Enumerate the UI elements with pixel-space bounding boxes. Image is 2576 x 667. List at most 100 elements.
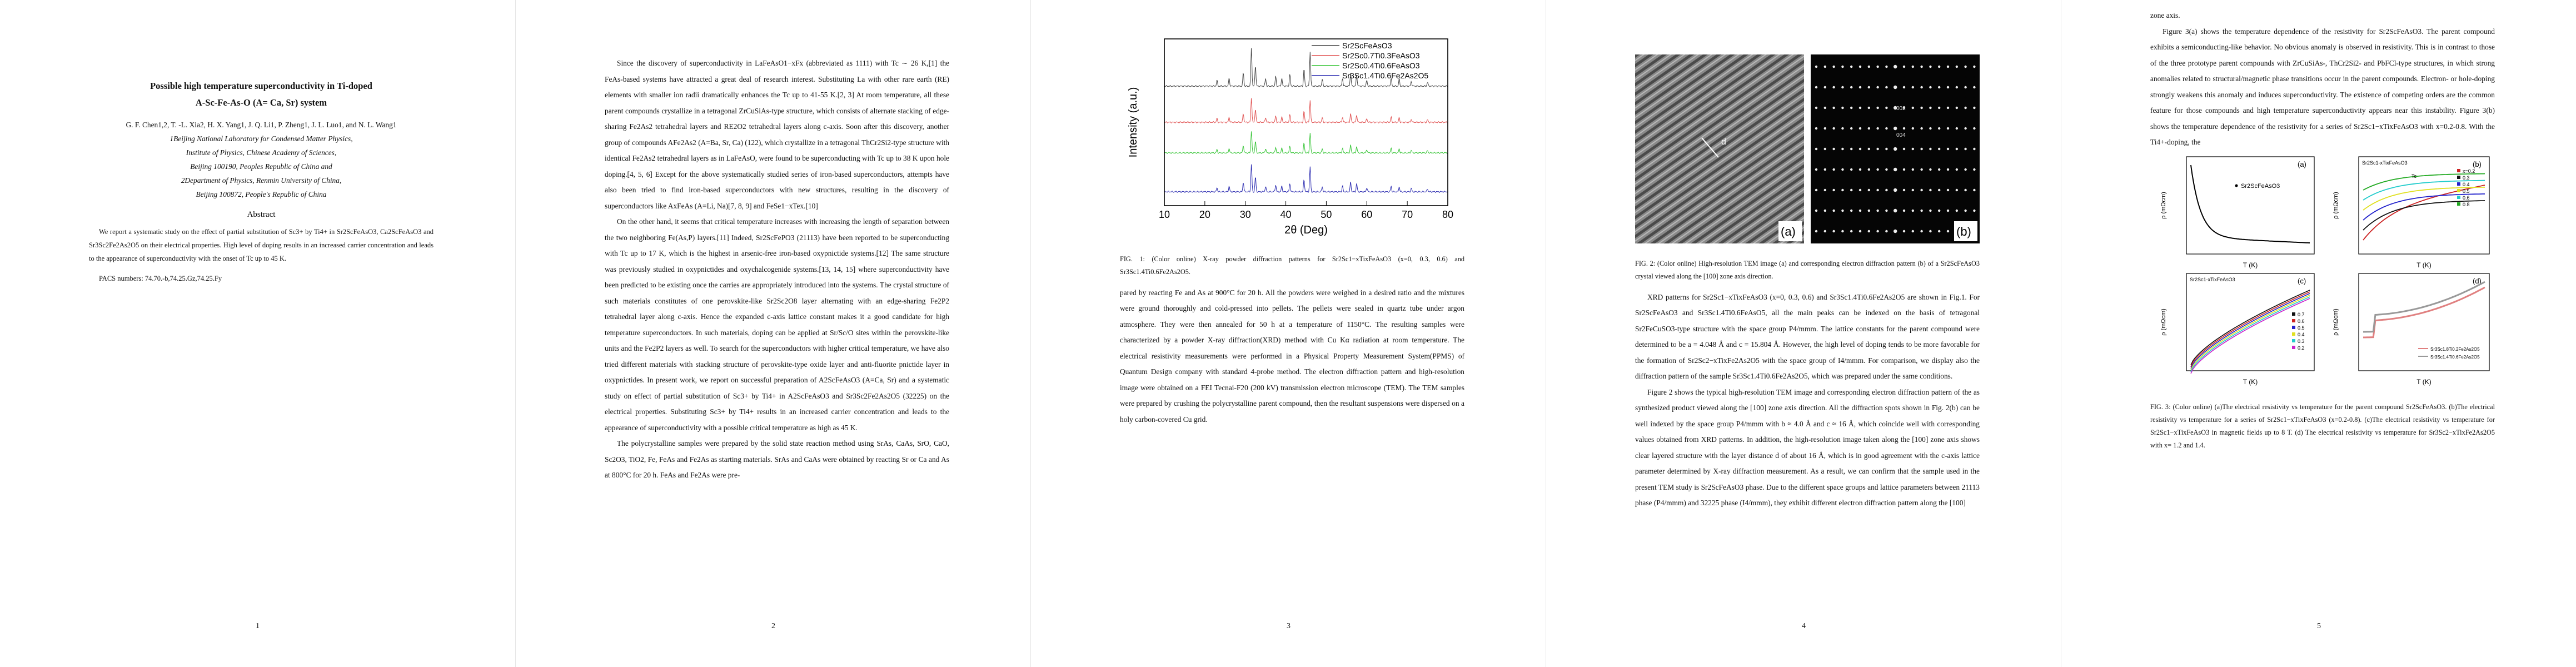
diffraction-spot (1911, 188, 1914, 192)
diffraction-spot (1823, 230, 1826, 233)
xrd-pattern-line (1164, 164, 1448, 193)
diffraction-spot (1902, 230, 1906, 233)
x-tick-label: 60 (1361, 209, 1372, 220)
diffraction-spot (1850, 106, 1853, 109)
diffraction-spot (1867, 65, 1870, 68)
legend-marker (2292, 318, 2295, 322)
diffraction-spot (1885, 209, 1888, 212)
abstract-text: We report a systematic study on the effe… (89, 227, 434, 262)
diffraction-spot (1832, 230, 1835, 233)
diffraction-spot (1841, 127, 1844, 130)
diffraction-spot (1946, 147, 1950, 151)
diffraction-spot (1920, 147, 1923, 151)
x-tick-label: 40 (1280, 209, 1292, 220)
diffraction-spot (1885, 188, 1888, 192)
legend-entry: 0.2 (2298, 345, 2305, 351)
legend-marker (2235, 184, 2238, 187)
y-axis-label: ρ (mΩcm) (2160, 308, 2167, 336)
diffraction-spot (1850, 209, 1853, 212)
diffraction-spot (1955, 106, 1958, 109)
figure3-caption: FIG. 3: (Color online) (a)The electrical… (2150, 403, 2495, 449)
diffraction-spot (1858, 230, 1862, 233)
diffraction-spot (1920, 106, 1923, 109)
diffraction-spot (1858, 106, 1862, 109)
figure2-caption: FIG. 2: (Color online) High-resolution T… (1635, 259, 1980, 280)
diffraction-spot (1867, 127, 1870, 130)
legend-marker (2292, 339, 2295, 342)
diffraction-spot (1946, 209, 1950, 212)
diffraction-spot (1955, 209, 1958, 212)
diffraction-spot (1885, 86, 1888, 89)
xrd-pattern-line (1164, 131, 1448, 155)
diffraction-spot (1920, 230, 1923, 233)
panel-b: (b) ρ (mΩcm) T (K) (2333, 156, 2490, 269)
page2-content: Since the discovery of superconductivity… (605, 56, 949, 484)
resistivity-curve (2190, 292, 2310, 369)
diffraction-spot (1850, 65, 1853, 68)
page5-content: zone axis. Figure 3(a) shows the tempera… (2150, 8, 2495, 459)
y-axis-label: ρ (mΩcm) (2333, 308, 2339, 336)
diffraction-spot (1902, 65, 1906, 68)
diffraction-spot (1876, 209, 1879, 212)
diffraction-spot (1938, 86, 1941, 89)
diffraction-spot (1894, 106, 1897, 110)
diffraction-spot (1894, 126, 1897, 131)
affiliation-line: 2Department of Physics, Renmin Universit… (181, 176, 342, 185)
paragraph: pared by reacting Fe and As at 900°C for… (1120, 288, 1464, 424)
resistivity-curve (2363, 184, 2485, 241)
diffraction-spot (1955, 188, 1958, 192)
diffraction-spot (1946, 86, 1950, 89)
diffraction-spot (1867, 106, 1870, 109)
diffraction-spot (1920, 168, 1923, 171)
panel-label: (d) (2473, 277, 2482, 285)
diffraction-spot (1929, 168, 1932, 171)
diffraction-spot (1938, 209, 1941, 212)
diffraction-spot (1867, 168, 1870, 171)
diffraction-spot (1841, 65, 1844, 68)
resistivity-curve (2190, 289, 2310, 365)
diffraction-spot (1823, 127, 1826, 130)
diffraction-spot (1929, 127, 1932, 130)
diffraction-spot (1850, 230, 1853, 233)
y-axis-label: ρ (mΩcm) (2333, 192, 2339, 219)
diffraction-spot (1946, 168, 1950, 171)
diffraction-spot (1815, 230, 1818, 233)
diffraction-spot (1885, 230, 1888, 233)
diffraction-spot (1823, 65, 1826, 68)
diffraction-spot (1973, 168, 1976, 171)
legend-marker (2292, 345, 2295, 349)
diffraction-spot (1894, 229, 1897, 233)
diffraction-spot (1964, 147, 1967, 151)
diffraction-spot (1920, 127, 1923, 130)
resistivity-curve (2363, 186, 2485, 211)
paragraph: zone axis. (2150, 11, 2180, 19)
page-number: 1 (256, 622, 260, 630)
diffraction-spot (1902, 147, 1906, 151)
diffraction-spot (1894, 188, 1897, 192)
legend-entry: 0.5 (2298, 325, 2305, 331)
resistivity-curve (2190, 294, 2310, 370)
diffraction-spot (1885, 65, 1888, 68)
diffraction-spot (1885, 127, 1888, 130)
panel-c: (c) ρ (mΩcm) T (K) (2160, 272, 2315, 386)
diffraction-spot (1815, 147, 1818, 151)
legend-marker (2457, 195, 2460, 199)
diffraction-spot (1832, 86, 1835, 89)
diffraction-spot (1920, 65, 1923, 68)
panel-a: (a) ρ (mΩcm) T (K) (2160, 156, 2315, 269)
diffraction-spot (1815, 65, 1818, 68)
resistivity-curve (2363, 193, 2485, 221)
diffraction-spot (1841, 106, 1844, 109)
diffraction-spot (1894, 167, 1897, 172)
diffraction-spot (1894, 64, 1897, 69)
diffraction-spot (1955, 168, 1958, 171)
legend-entry: Sr2ScFeAsO3 (1342, 41, 1392, 50)
diffraction-spot (1876, 65, 1879, 68)
legend-marker (2457, 202, 2460, 206)
diffraction-spot (1815, 168, 1818, 171)
x-axis-label: T (K) (2416, 261, 2431, 269)
diffraction-spot (1929, 188, 1932, 192)
diffraction-spot (1911, 106, 1914, 109)
diffraction-spot (1902, 86, 1906, 89)
layer-distance-marker (1701, 137, 1719, 158)
